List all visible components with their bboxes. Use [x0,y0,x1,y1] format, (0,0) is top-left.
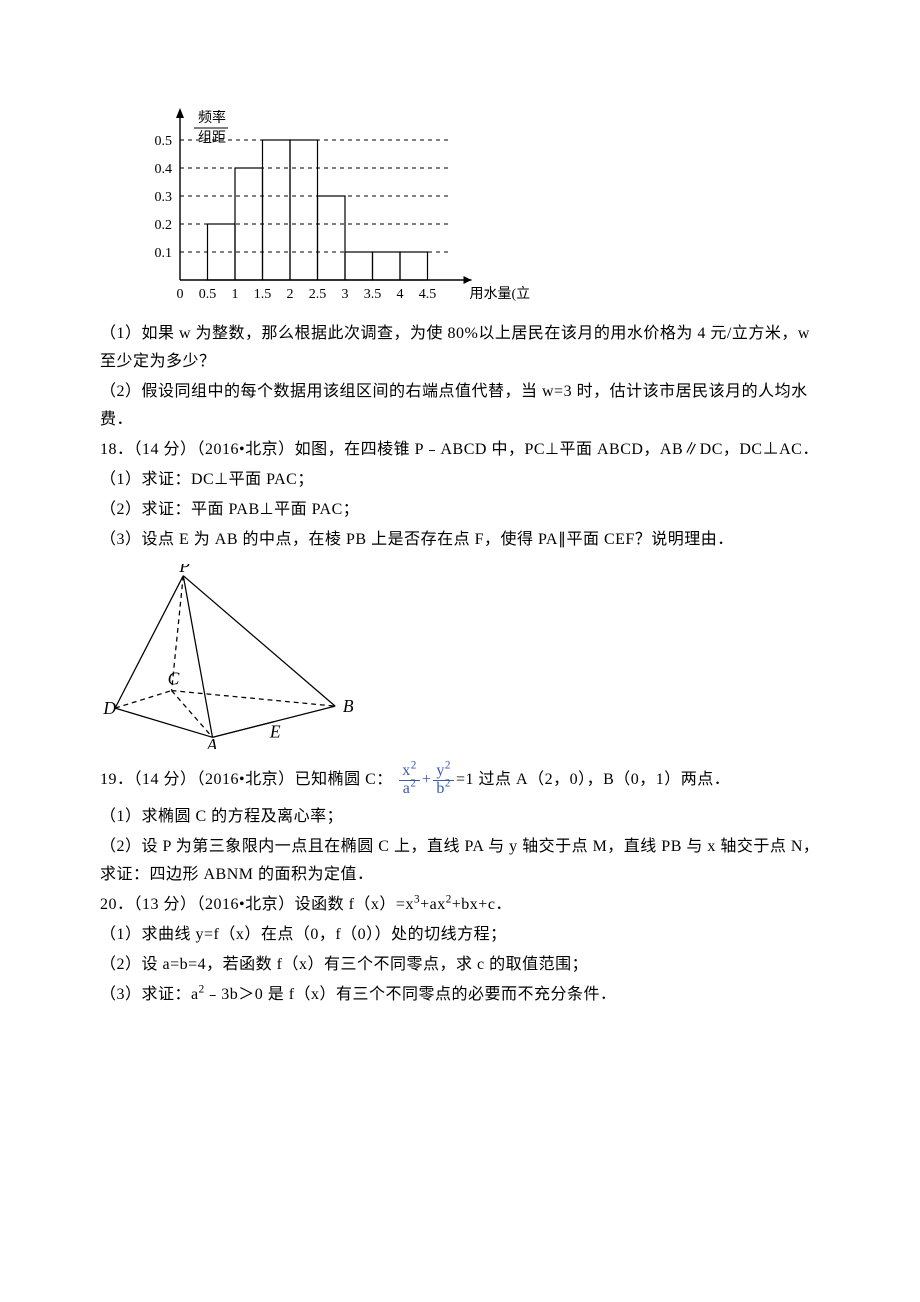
svg-text:1: 1 [232,287,239,302]
svg-text:2.5: 2.5 [309,287,327,302]
q20-part2: （2）设 a=b=4，若函数 f（x）有三个不同零点，求 c 的取值范围； [100,951,830,979]
q19-part2: （2）设 P 为第三象限内一点且在椭圆 C 上，直线 PA 与 y 轴交于点 M… [100,833,830,889]
q19-frac2-num: y [436,762,445,779]
svg-text:4: 4 [397,287,404,302]
q19-frac1-num: x [402,762,411,779]
q20-stem-a: 20．（13 分）（2016•北京）设函数 f（x）=x [100,896,414,913]
svg-text:E: E [269,721,281,741]
q19-frac2-den: b [436,780,445,797]
svg-text:用水量(立方米): 用水量(立方米) [470,286,531,302]
q18-part2: （2）求证：平面 PAB⊥平面 PAC； [100,496,830,524]
svg-text:A: A [206,735,218,749]
svg-text:0.5: 0.5 [199,287,217,302]
q20-part3-b: ﹣3b＞0 是 f（x）有三个不同零点的必要而不充分条件． [205,986,617,1003]
svg-text:0.2: 0.2 [155,218,173,233]
q20-stem-b: +ax [420,896,446,913]
svg-text:1.5: 1.5 [254,287,272,302]
q19-part1: （1）求椭圆 C 的方程及离心率； [100,803,830,831]
q19-stem: 19．（14 分）（2016•北京）已知椭圆 C： x2 a2 + y2 b2 … [100,759,830,801]
q19-frac1: x2 a2 [399,763,420,798]
q19-frac1-sup: 2 [411,760,417,772]
svg-text:C: C [168,669,180,689]
histogram-svg: 0.1 0.2 0.3 0.4 0.5 0 0.5 1 1.5 2 2.5 3 3.5 4 4.5 频率组距用… [140,100,530,310]
svg-text:2: 2 [287,287,294,302]
q19-equals: =1 过点 A（2，0），B（0，1）两点． [456,771,730,788]
q17-part2: （2）假设同组中的每个数据用该组区间的右端点值代替，当 w=3 时，估计该市居民… [100,378,830,434]
svg-text:P: P [178,564,190,576]
q19-frac1-den-sup: 2 [410,778,416,790]
svg-text:B: B [343,696,354,716]
svg-text:0.5: 0.5 [155,134,173,149]
q20-stem: 20．（13 分）（2016•北京）设函数 f（x）=x3+ax2+bx+c． [100,891,830,919]
q20-part1: （1）求曲线 y=f（x）在点（0，f（0））处的切线方程； [100,921,830,949]
svg-text:0.1: 0.1 [155,246,173,261]
histogram-figure: 0.1 0.2 0.3 0.4 0.5 0 0.5 1 1.5 2 2.5 3 3.5 4 4.5 频率组距用… [140,100,530,310]
q18-part1: （1）求证：DC⊥平面 PAC； [100,466,830,494]
q20-stem-c: +bx+c． [452,896,512,913]
q19-frac2: y2 b2 [433,763,454,798]
svg-text:0.3: 0.3 [155,190,173,205]
pyramid-svg: D A B C P E [100,564,360,749]
svg-text:3.5: 3.5 [364,287,382,302]
pyramid-figure: D A B C P E [100,564,360,749]
q20-part3-a: （3）求证：a [100,986,199,1003]
q17-part1: （1）如果 w 为整数，那么根据此次调查，为使 80%以上居民在该月的用水价格为… [100,320,830,376]
q19-frac2-sup: 2 [445,760,451,772]
q19-plus: + [422,771,432,788]
q19-prefix: 19．（14 分）（2016•北京）已知椭圆 C： [100,771,393,788]
svg-text:0: 0 [177,287,184,302]
svg-text:4.5: 4.5 [419,287,437,302]
q18-part3: （3）设点 E 为 AB 的中点，在棱 PB 上是否存在点 F，使得 PA∥平面… [100,526,830,554]
svg-text:D: D [102,698,116,718]
q18-stem: 18．（14 分）（2016•北京）如图，在四棱锥 P﹣ABCD 中，PC⊥平面… [100,436,830,464]
svg-text:频率: 频率 [198,109,226,126]
svg-text:3: 3 [342,287,349,302]
svg-text:组距: 组距 [198,130,226,146]
svg-text:0.4: 0.4 [155,162,173,177]
q20-part3: （3）求证：a2﹣3b＞0 是 f（x）有三个不同零点的必要而不充分条件． [100,981,830,1009]
q19-frac2-den-sup: 2 [445,778,451,790]
